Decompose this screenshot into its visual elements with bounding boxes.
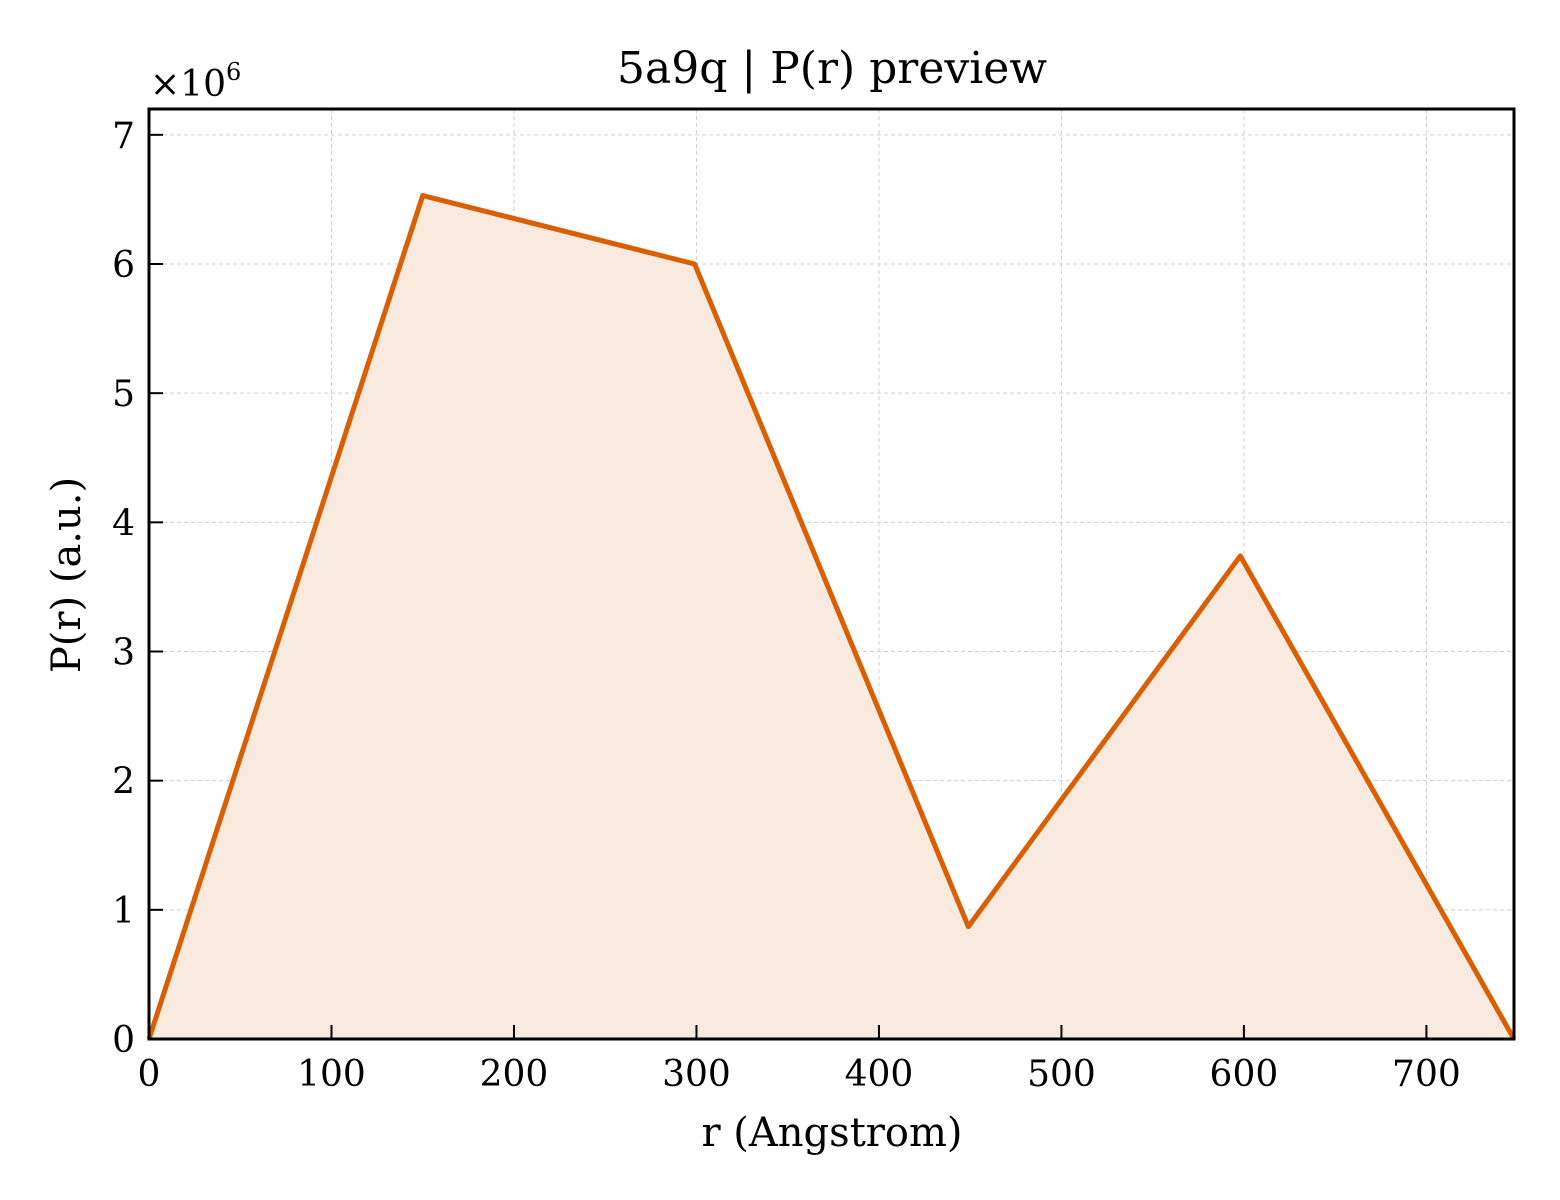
y-tick-label: 1 [112,891,135,932]
y-tick-label: 2 [112,762,135,803]
x-tick-label: 200 [480,1054,549,1095]
y-axis-label: P(r) (a.u.) [44,477,90,673]
y-tick-label: 0 [112,1020,135,1061]
y-tick-label: 3 [112,633,135,674]
y-axis-multiplier: ×106 [150,58,241,105]
area-fill [149,195,1514,1039]
y-tick-label: 5 [112,374,135,415]
y-axis-multiplier-base: ×10 [150,64,226,105]
y-axis-multiplier-exponent: 6 [226,58,241,86]
y-tick-label: 4 [112,503,135,544]
x-axis-label: r (Angstrom) [701,1110,962,1156]
ticks: 0 100 200 300 400 500 600 700 0 1 2 3 4 5 6 7 [112,116,1461,1095]
x-tick-label: 100 [297,1054,366,1095]
x-tick-label: 500 [1027,1054,1096,1095]
y-tick-label: 7 [112,116,135,157]
x-tick-label: 700 [1392,1054,1461,1095]
chart-title: 5a9q | P(r) preview [617,43,1047,94]
x-tick-label: 400 [845,1054,914,1095]
x-tick-label: 0 [138,1054,161,1095]
data-line [146,193,1517,1041]
y-tick-label: 6 [112,245,135,286]
x-tick-label: 600 [1210,1054,1279,1095]
plot-frame [147,107,1516,1041]
x-tick-label: 300 [662,1054,731,1095]
